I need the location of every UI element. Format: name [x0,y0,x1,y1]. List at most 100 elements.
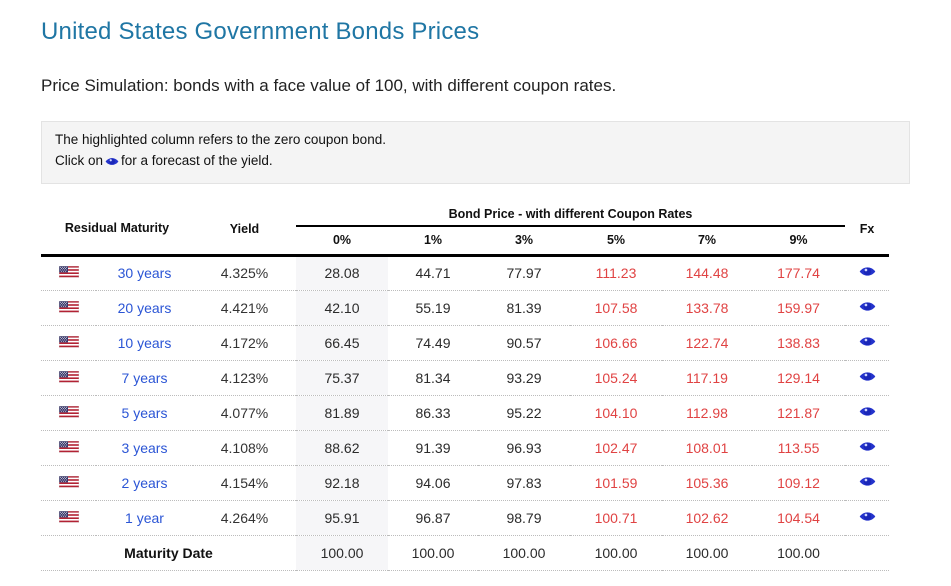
us-flag-icon [58,266,79,279]
price-value: 93.29 [506,369,542,386]
flag-cell [41,325,96,360]
us-flag-icon [58,405,79,418]
price-value: 97.83 [506,474,542,491]
price-value: 105.36 [685,474,729,491]
maturity-date-label: Maturity Date [124,544,213,561]
price-value: 122.74 [685,334,729,351]
yield-value: 4.264% [220,509,269,526]
price-value: 91.39 [415,439,451,456]
price-value: 77.97 [506,265,542,282]
table-row: 2 years 4.154% 92.18 94.06 97.83 101.59 105.36… [41,465,889,501]
price-value: 86.33 [415,404,451,421]
us-flag-icon [58,510,79,523]
maturity-link[interactable]: 10 years [117,334,172,351]
price-value: 111.23 [595,265,637,282]
price-value: 104.54 [777,509,820,526]
flag-cell [41,395,96,430]
flag-cell [41,500,96,535]
maturity-cell: 30 years [96,255,193,290]
yield-value: 4.325% [220,265,269,282]
forecast-eye-button[interactable] [845,255,889,290]
maturity-link[interactable]: 1 year [125,509,164,526]
maturity-link[interactable]: 3 years [121,439,168,456]
price-value: 81.89 [296,395,388,431]
info-box: The highlighted column refers to the zer… [41,121,910,184]
price-value: 117.19 [686,369,728,386]
maturity-cell: 20 years [96,290,193,325]
page-title: United States Government Bonds Prices [41,18,480,45]
price-value: 133.78 [685,299,729,316]
maturity-link[interactable]: 5 years [121,404,168,421]
bond-prices-table: Residual Maturity Yield Bond Price - wit… [41,204,889,571]
price-value: 108.01 [685,439,729,456]
maturity-link[interactable]: 7 years [121,369,168,386]
price-value: 96.93 [506,439,542,456]
flag-cell [41,430,96,465]
column-header-residual-maturity: Residual Maturity [64,221,170,236]
us-flag-icon [58,440,79,453]
eye-icon [859,302,875,311]
eye-icon [859,267,875,276]
flag-cell [41,255,96,290]
price-value: 113.55 [777,439,820,456]
maturity-cell: 2 years [96,465,193,500]
yield-value: 4.077% [220,404,269,421]
forecast-eye-button[interactable] [845,290,889,325]
maturity-cell: 1 year [96,500,193,535]
column-header-fx: Fx [859,221,875,236]
price-value: 94.06 [415,474,451,491]
price-value: 102.47 [594,439,638,456]
price-value: 66.45 [296,325,388,361]
info-line-2-prefix: Click on [55,152,104,168]
us-flag-icon [58,370,79,383]
eye-icon [859,337,875,346]
maturity-cell: 3 years [96,430,193,465]
table-body: 30 years 4.325% 28.08 44.71 77.97 111.23 144.4… [41,255,889,571]
price-value: 159.97 [777,299,820,316]
column-header-coupon-3: 3% [514,232,534,247]
maturity-link[interactable]: 30 years [117,265,172,282]
price-value: 42.10 [296,290,388,326]
maturity-link[interactable]: 2 years [121,474,168,491]
price-value: 129.14 [777,369,820,386]
price-value: 105.24 [594,369,638,386]
price-value: 81.34 [415,369,451,386]
price-value: 90.57 [506,334,542,351]
par-value: 100.00 [411,544,455,561]
us-flag-icon [58,335,79,348]
maturity-cell: 7 years [96,360,193,395]
flag-cell [41,290,96,325]
forecast-eye-button[interactable] [845,500,889,535]
info-line-2: Click on for a forecast of the yield. [55,151,896,174]
forecast-eye-button[interactable] [845,430,889,465]
table-header: Residual Maturity Yield Bond Price - wit… [41,204,889,256]
price-value: 112.98 [686,404,728,421]
yield-value: 4.154% [220,474,269,491]
forecast-eye-button[interactable] [845,465,889,500]
par-value: 100.00 [685,544,729,561]
eye-icon [105,158,119,165]
forecast-eye-button[interactable] [845,395,889,430]
forecast-eye-button[interactable] [845,325,889,360]
info-line-1: The highlighted column refers to the zer… [55,132,386,147]
par-value: 100.00 [594,544,638,561]
table-row: 10 years 4.172% 66.45 74.49 90.57 106.66 122.7… [41,325,889,361]
price-value: 104.10 [594,404,638,421]
eye-icon [859,372,875,381]
page: United States Government Bonds Prices Pr… [41,18,910,571]
price-value: 106.66 [594,334,638,351]
column-header-coupon-9: 9% [789,232,808,247]
us-flag-icon [58,475,79,488]
forecast-eye-button[interactable] [845,360,889,395]
maturity-link[interactable]: 20 years [117,299,172,316]
table-row: 1 year 4.264% 95.91 96.87 98.79 100.71 102.62 1… [41,500,889,536]
price-value: 95.91 [296,500,388,536]
par-value: 100.00 [777,544,820,561]
price-value: 98.79 [506,509,542,526]
price-value: 138.83 [777,334,820,351]
price-value: 177.74 [777,265,820,282]
column-header-yield: Yield [229,221,260,236]
price-value: 28.08 [296,255,388,291]
maturity-date-row: Maturity Date 100.00 100.00 100.00 100.00 100… [41,535,889,571]
column-header-coupon-7: 7% [697,232,717,247]
